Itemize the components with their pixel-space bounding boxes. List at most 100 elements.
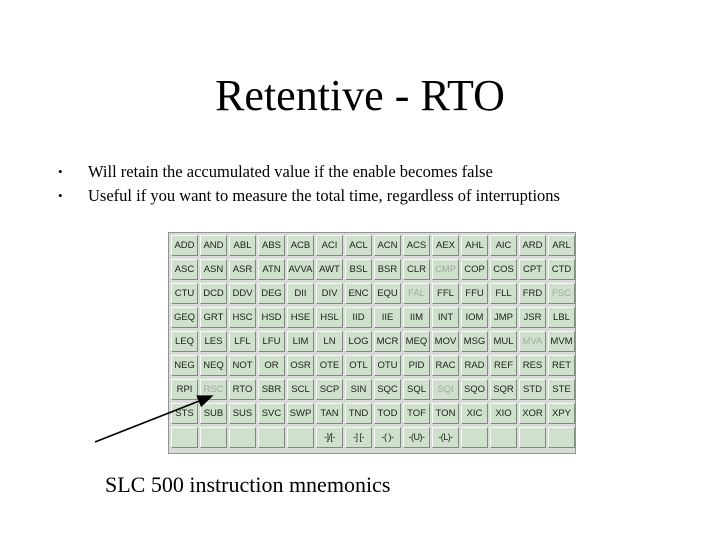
key-ctu[interactable]: CTU — [171, 283, 198, 305]
key-sin[interactable]: SIN — [345, 379, 372, 401]
key-xpy[interactable]: XPY — [548, 403, 575, 425]
key-xor[interactable]: XOR — [519, 403, 546, 425]
key-jsr[interactable]: JSR — [519, 307, 546, 329]
key-ton[interactable]: TON — [432, 403, 459, 425]
key-mvm[interactable]: MVM — [548, 331, 575, 353]
key-mcr[interactable]: MCR — [374, 331, 401, 353]
key-mov[interactable]: MOV — [432, 331, 459, 353]
key-tan[interactable]: TAN — [316, 403, 343, 425]
key-ffu[interactable]: FFU — [461, 283, 488, 305]
key-ref[interactable]: REF — [490, 355, 517, 377]
key-blank[interactable] — [229, 427, 256, 449]
key-mva[interactable]: MVA — [519, 331, 546, 353]
key-ote[interactable]: OTE — [316, 355, 343, 377]
key-atn[interactable]: ATN — [258, 259, 285, 281]
key-iom[interactable]: IOM — [461, 307, 488, 329]
key-arl[interactable]: ARL — [548, 235, 575, 256]
key-acb[interactable]: ACB — [287, 235, 314, 256]
key-cpt[interactable]: CPT — [519, 259, 546, 281]
key-bsr[interactable]: BSR — [374, 259, 401, 281]
key-clr[interactable]: CLR — [403, 259, 430, 281]
key-rac[interactable]: RAC — [432, 355, 459, 377]
key-blank[interactable] — [461, 427, 488, 449]
key-rad[interactable]: RAD — [461, 355, 488, 377]
key-sts[interactable]: STS — [171, 403, 198, 425]
key-blank[interactable] — [519, 427, 546, 449]
key-lim[interactable]: LIM — [287, 331, 314, 353]
key-symbol[interactable]: -]/[- — [316, 427, 343, 449]
key-grt[interactable]: GRT — [200, 307, 227, 329]
key-les[interactable]: LES — [200, 331, 227, 353]
key-or[interactable]: OR — [258, 355, 285, 377]
key-pid[interactable]: PID — [403, 355, 430, 377]
key-deg[interactable]: DEG — [258, 283, 285, 305]
key-rpi[interactable]: RPI — [171, 379, 198, 401]
key-not[interactable]: NOT — [229, 355, 256, 377]
key-dii[interactable]: DII — [287, 283, 314, 305]
key-res[interactable]: RES — [519, 355, 546, 377]
key-ret[interactable]: RET — [548, 355, 575, 377]
key-blank[interactable] — [548, 427, 575, 449]
key-acs[interactable]: ACS — [403, 235, 430, 256]
key-lfu[interactable]: LFU — [258, 331, 285, 353]
key-neg[interactable]: NEG — [171, 355, 198, 377]
key-svc[interactable]: SVC — [258, 403, 285, 425]
key-mul[interactable]: MUL — [490, 331, 517, 353]
key-asr[interactable]: ASR — [229, 259, 256, 281]
key-otl[interactable]: OTL — [345, 355, 372, 377]
key-and[interactable]: AND — [200, 235, 227, 256]
key-sub[interactable]: SUB — [200, 403, 227, 425]
key-int[interactable]: INT — [432, 307, 459, 329]
key-lfl[interactable]: LFL — [229, 331, 256, 353]
key-std[interactable]: STD — [519, 379, 546, 401]
key-ffl[interactable]: FFL — [432, 283, 459, 305]
key-blank[interactable] — [287, 427, 314, 449]
key-bsl[interactable]: BSL — [345, 259, 372, 281]
key-enc[interactable]: ENC — [345, 283, 372, 305]
key-ddv[interactable]: DDV — [229, 283, 256, 305]
key-lbl[interactable]: LBL — [548, 307, 575, 329]
key-msg[interactable]: MSG — [461, 331, 488, 353]
key-abs[interactable]: ABS — [258, 235, 285, 256]
key-sqc[interactable]: SQC — [374, 379, 401, 401]
key-fal[interactable]: FAL — [403, 283, 430, 305]
key-acl[interactable]: ACL — [345, 235, 372, 256]
key-fll[interactable]: FLL — [490, 283, 517, 305]
key-awt[interactable]: AWT — [316, 259, 343, 281]
key-hsd[interactable]: HSD — [258, 307, 285, 329]
key-sqi[interactable]: SQI — [432, 379, 459, 401]
key-asc[interactable]: ASC — [171, 259, 198, 281]
key-iie[interactable]: IIE — [374, 307, 401, 329]
key-xic[interactable]: XIC — [461, 403, 488, 425]
key-symbol[interactable]: -] [- — [345, 427, 372, 449]
key-tod[interactable]: TOD — [374, 403, 401, 425]
key-meq[interactable]: MEQ — [403, 331, 430, 353]
key-blank[interactable] — [490, 427, 517, 449]
key-add[interactable]: ADD — [171, 235, 198, 256]
key-ste[interactable]: STE — [548, 379, 575, 401]
key-blank[interactable] — [258, 427, 285, 449]
key-hse[interactable]: HSE — [287, 307, 314, 329]
key-sus[interactable]: SUS — [229, 403, 256, 425]
key-u[interactable]: -(U)- — [403, 427, 430, 449]
key-avva[interactable]: AVVA — [287, 259, 314, 281]
key-acn[interactable]: ACN — [374, 235, 401, 256]
key-ard[interactable]: ARD — [519, 235, 546, 256]
key-sqo[interactable]: SQO — [461, 379, 488, 401]
key-xio[interactable]: XIO — [490, 403, 517, 425]
key-symbol[interactable]: -( )- — [374, 427, 401, 449]
key-tof[interactable]: TOF — [403, 403, 430, 425]
key-cmp[interactable]: CMP — [432, 259, 459, 281]
key-iim[interactable]: IIM — [403, 307, 430, 329]
key-rto[interactable]: RTO — [229, 379, 256, 401]
key-asn[interactable]: ASN — [200, 259, 227, 281]
key-otu[interactable]: OTU — [374, 355, 401, 377]
key-sql[interactable]: SQL — [403, 379, 430, 401]
key-cos[interactable]: COS — [490, 259, 517, 281]
key-scp[interactable]: SCP — [316, 379, 343, 401]
key-geq[interactable]: GEQ — [171, 307, 198, 329]
key-neq[interactable]: NEQ — [200, 355, 227, 377]
key-ctd[interactable]: CTD — [548, 259, 575, 281]
key-ln[interactable]: LN — [316, 331, 343, 353]
key-frd[interactable]: FRD — [519, 283, 546, 305]
